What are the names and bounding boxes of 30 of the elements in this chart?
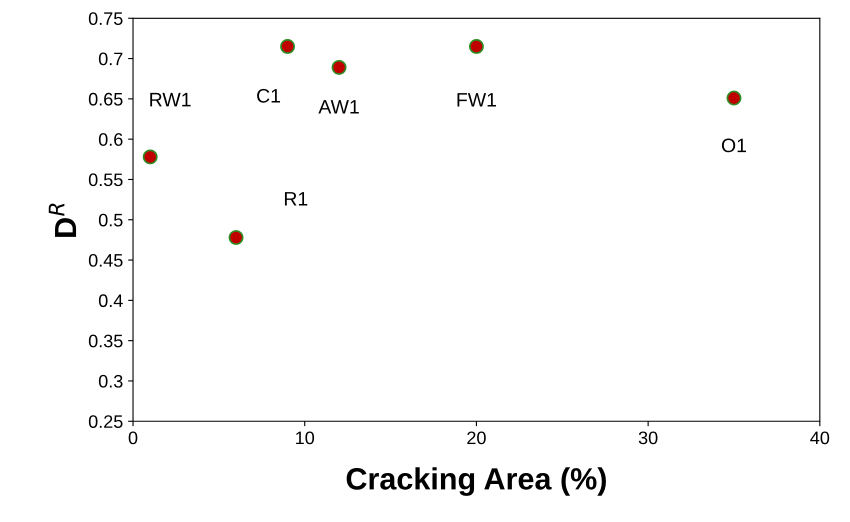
annotation: RW1 <box>150 92 191 106</box>
point <box>332 60 346 75</box>
y-tick-label: 0.25 <box>88 415 123 428</box>
x-axis-title: Cracking Area (%) <box>346 467 606 496</box>
y-tick-label: 0.35 <box>88 334 123 348</box>
y-tick-label: 0.3 <box>98 374 123 388</box>
annotation: C1 <box>257 88 280 103</box>
y-tick-label: 0.6 <box>98 133 123 146</box>
point <box>280 39 295 54</box>
y-tick-label: 0.65 <box>88 92 123 106</box>
annotation: O1 <box>722 138 746 152</box>
point <box>142 149 158 164</box>
y-tick-label: 0.4 <box>98 294 123 308</box>
point <box>228 230 244 245</box>
point <box>469 39 484 54</box>
point <box>726 90 742 106</box>
annotation: AW1 <box>318 100 359 114</box>
annotation: FW1 <box>458 93 496 107</box>
y-tick-label: 0.45 <box>88 254 123 267</box>
x-tick-label: 20 <box>467 431 486 444</box>
annotation: R1 <box>284 192 308 206</box>
y-tick-label: 0.75 <box>88 12 123 25</box>
x-tick-label: 0 <box>128 431 138 444</box>
y-tick-label: 0.5 <box>98 214 123 226</box>
x-tick-label: 40 <box>810 431 830 444</box>
x-tick-label: 30 <box>638 431 658 444</box>
y-axis-title: D$^{R}$ <box>48 204 76 237</box>
y-tick-label: 0.7 <box>98 52 122 66</box>
y-tick-label: 0.55 <box>88 173 123 186</box>
x-tick-label: 10 <box>296 431 314 444</box>
